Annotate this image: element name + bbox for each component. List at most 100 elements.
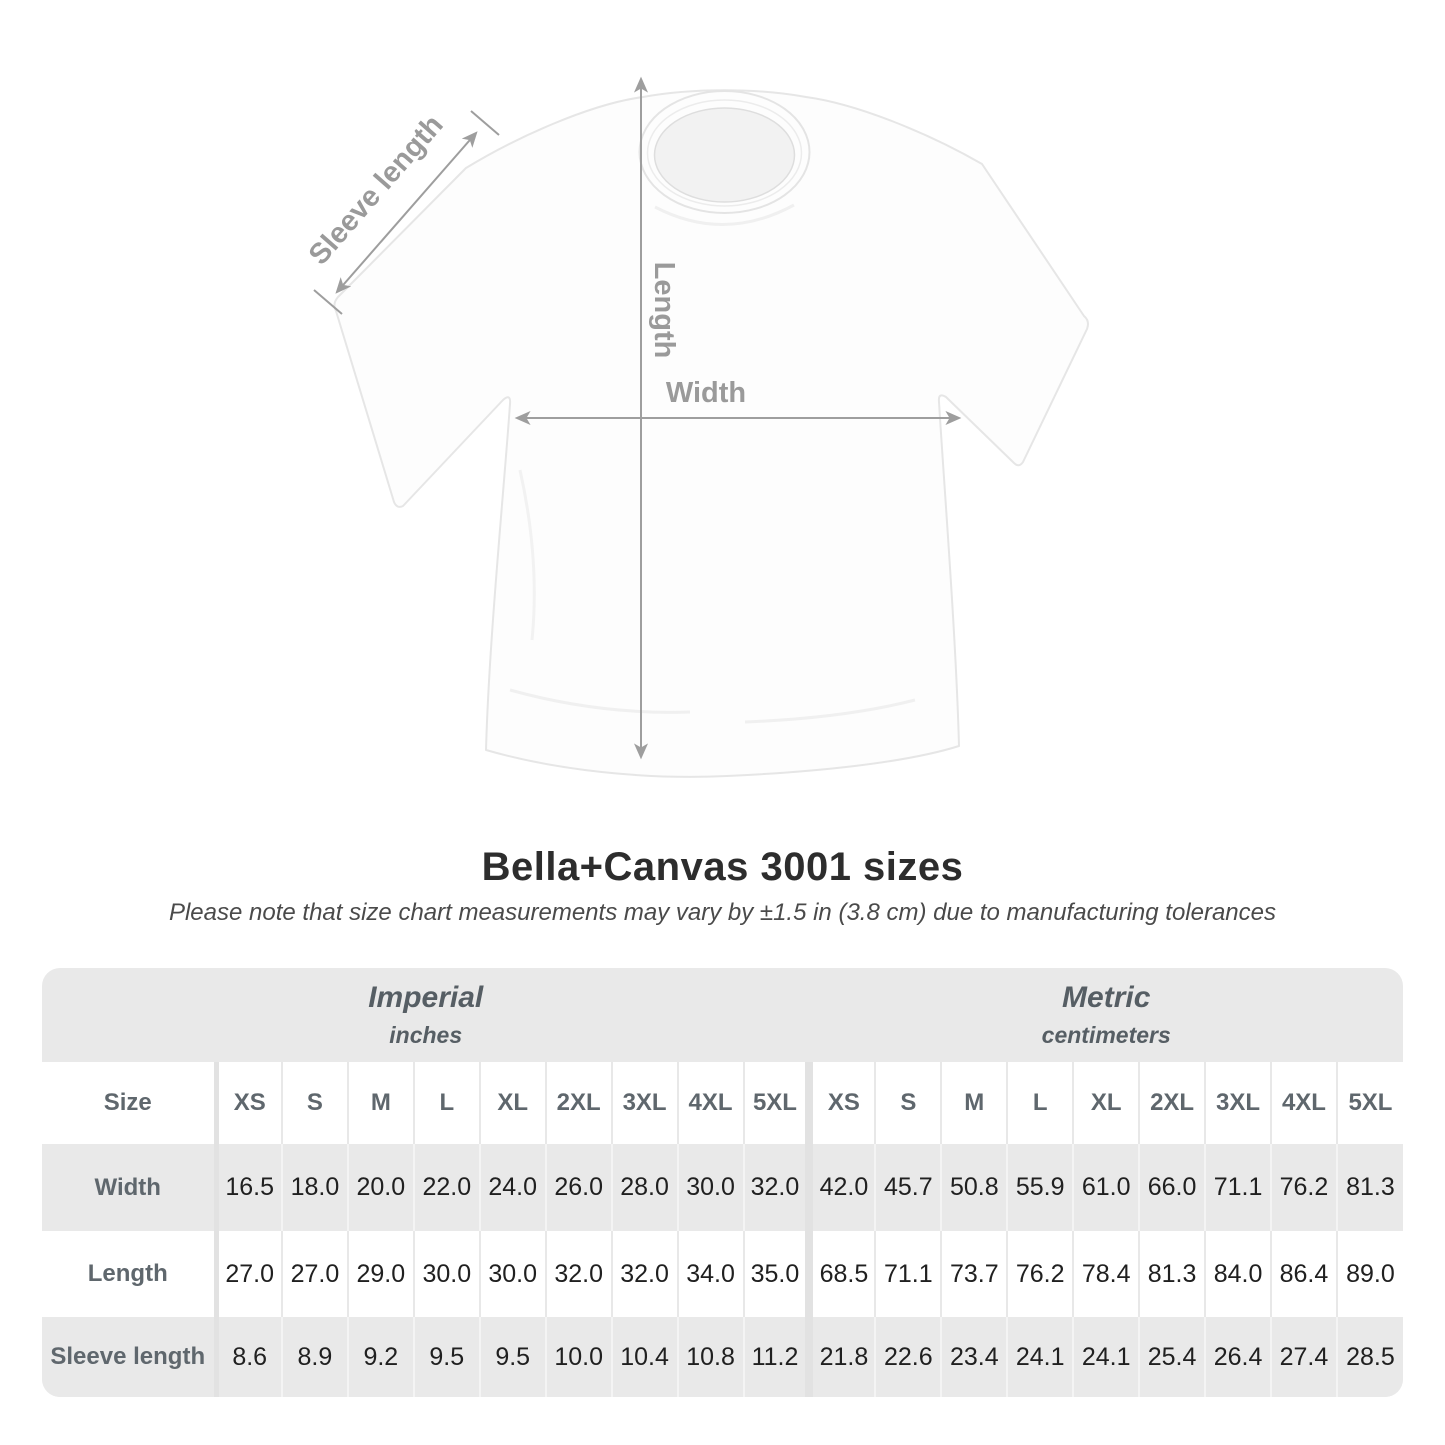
measurement-cell: 73.7 xyxy=(940,1231,1008,1317)
measurement-cell: 32.0 xyxy=(610,1231,678,1317)
measurement-cell: 24.0 xyxy=(478,1144,546,1231)
measurement-cell: 16.5 xyxy=(213,1144,282,1231)
measurement-row: Sleeve length 8.6 8.9 9.2 9.5 9.5 10.0 10.4 10.8… xyxy=(42,1317,1403,1397)
size-column-header: 3XL xyxy=(610,1062,678,1144)
size-column-header: 4XL xyxy=(676,1062,744,1144)
size-chart-table: Imperial inches Metric centimeters Size … xyxy=(42,968,1403,1397)
measurement-cell: 32.0 xyxy=(742,1144,810,1231)
measurement-cell: 10.4 xyxy=(610,1317,678,1397)
width-label: Width xyxy=(666,377,746,409)
measurement-cell: 8.9 xyxy=(280,1317,348,1397)
measurement-cell: 66.0 xyxy=(1138,1144,1206,1231)
measurement-cell: 18.0 xyxy=(280,1144,348,1231)
measurement-cell: 22.0 xyxy=(412,1144,480,1231)
measurement-cell: 42.0 xyxy=(805,1144,876,1231)
size-column-header: 3XL xyxy=(1204,1062,1271,1144)
sizes-header-row: Size XS S M L XL 2XL 3XL 4XL 5XL XS S M L XL 2XL 3XL 4XL… xyxy=(42,1062,1403,1144)
measurement-cell: 45.7 xyxy=(874,1144,942,1231)
size-column-header: M xyxy=(346,1062,414,1144)
measurement-row: Width 16.5 18.0 20.0 22.0 24.0 26.0 28.0 30.0 32.… xyxy=(42,1144,1403,1231)
measurement-cell: 86.4 xyxy=(1270,1231,1337,1317)
size-corner-label: Size xyxy=(42,1062,216,1144)
measurement-cell: 30.0 xyxy=(412,1231,480,1317)
size-column-header: XS xyxy=(805,1062,876,1144)
size-column-header: M xyxy=(940,1062,1008,1144)
measurement-cell: 27.0 xyxy=(213,1231,282,1317)
size-column-header: 5XL xyxy=(1335,1062,1403,1144)
size-column-header: 2XL xyxy=(544,1062,612,1144)
measurement-cell: 22.6 xyxy=(874,1317,942,1397)
measurement-cell: 32.0 xyxy=(544,1231,612,1317)
measurement-cell: 9.5 xyxy=(412,1317,480,1397)
measurement-cell: 29.0 xyxy=(346,1231,414,1317)
metric-unit-label: centimeters xyxy=(1041,1022,1171,1048)
imperial-section-header: Imperial inches xyxy=(42,968,809,1062)
measurement-cell: 11.2 xyxy=(742,1317,810,1397)
length-label: Length xyxy=(648,262,680,359)
row-label: Length xyxy=(42,1231,216,1317)
metric-section-header: Metric centimeters xyxy=(809,968,1403,1062)
measurement-cell: 24.1 xyxy=(1072,1317,1140,1397)
measurement-cell: 10.8 xyxy=(676,1317,744,1397)
measurement-cell: 71.1 xyxy=(874,1231,942,1317)
measurement-cell: 34.0 xyxy=(676,1231,744,1317)
measurement-cell: 84.0 xyxy=(1204,1231,1271,1317)
measurement-cell: 71.1 xyxy=(1204,1144,1271,1231)
measurement-arrows xyxy=(313,76,962,760)
page-title: Bella+Canvas 3001 sizes xyxy=(481,845,964,889)
measurement-cell: 26.4 xyxy=(1204,1317,1271,1397)
size-column-header: 5XL xyxy=(742,1062,810,1144)
measurement-cell: 76.2 xyxy=(1270,1144,1337,1231)
row-label: Width xyxy=(42,1144,216,1231)
measurement-cell: 55.9 xyxy=(1006,1144,1074,1231)
measurement-cell: 23.4 xyxy=(940,1317,1008,1397)
imperial-unit-label: inches xyxy=(389,1022,463,1048)
sleeve-arrow-tick-top xyxy=(470,110,500,136)
measurement-cell: 81.3 xyxy=(1335,1144,1403,1231)
measurement-cell: 20.0 xyxy=(346,1144,414,1231)
row-label: Sleeve length xyxy=(42,1317,216,1397)
units-header-row: Imperial inches Metric centimeters xyxy=(42,968,1403,1062)
collar-opening xyxy=(653,107,796,203)
measurement-cell: 50.8 xyxy=(940,1144,1008,1231)
size-column-header: S xyxy=(874,1062,942,1144)
size-chart: Imperial inches Metric centimeters Size … xyxy=(42,968,1403,1397)
metric-label: Metric xyxy=(1062,981,1151,1014)
measurement-cell: 68.5 xyxy=(805,1231,876,1317)
measurement-cell: 9.2 xyxy=(346,1317,414,1397)
size-column-header: L xyxy=(1006,1062,1074,1144)
size-column-header: XL xyxy=(478,1062,546,1144)
sleeve-arrow-tick-bottom xyxy=(313,289,343,315)
sleeve-length-arrow xyxy=(335,131,478,294)
measurement-cell: 9.5 xyxy=(478,1317,546,1397)
measurement-cell: 61.0 xyxy=(1072,1144,1140,1231)
size-column-header: XS xyxy=(213,1062,282,1144)
measurement-cell: 24.1 xyxy=(1006,1317,1074,1397)
size-column-header: S xyxy=(280,1062,348,1144)
size-column-header: XL xyxy=(1072,1062,1140,1144)
measurement-cell: 25.4 xyxy=(1138,1317,1206,1397)
measurement-cell: 28.0 xyxy=(610,1144,678,1231)
imperial-label: Imperial xyxy=(368,981,484,1014)
measurement-cell: 27.0 xyxy=(280,1231,348,1317)
measurement-cell: 89.0 xyxy=(1335,1231,1403,1317)
measurement-cell: 76.2 xyxy=(1006,1231,1074,1317)
measurement-cell: 81.3 xyxy=(1138,1231,1206,1317)
size-column-header: L xyxy=(412,1062,480,1144)
measurement-cell: 10.0 xyxy=(544,1317,612,1397)
measurement-cell: 21.8 xyxy=(805,1317,876,1397)
measurement-cell: 30.0 xyxy=(676,1144,744,1231)
measurement-cell: 8.6 xyxy=(213,1317,282,1397)
measurement-cell: 26.0 xyxy=(544,1144,612,1231)
measurement-cell: 78.4 xyxy=(1072,1231,1140,1317)
size-column-header: 2XL xyxy=(1138,1062,1206,1144)
measurement-cell: 28.5 xyxy=(1335,1317,1403,1397)
measurement-cell: 27.4 xyxy=(1270,1317,1337,1397)
measurement-cell: 35.0 xyxy=(742,1231,810,1317)
measurement-row: Length 27.0 27.0 29.0 30.0 30.0 32.0 32.0 34.0 35… xyxy=(42,1231,1403,1317)
tshirt-measurement-diagram: Sleeve length Length Width xyxy=(303,76,1089,778)
measurement-cell: 30.0 xyxy=(478,1231,546,1317)
page-subtitle: Please note that size chart measurements… xyxy=(168,899,1277,926)
size-column-header: 4XL xyxy=(1270,1062,1337,1144)
